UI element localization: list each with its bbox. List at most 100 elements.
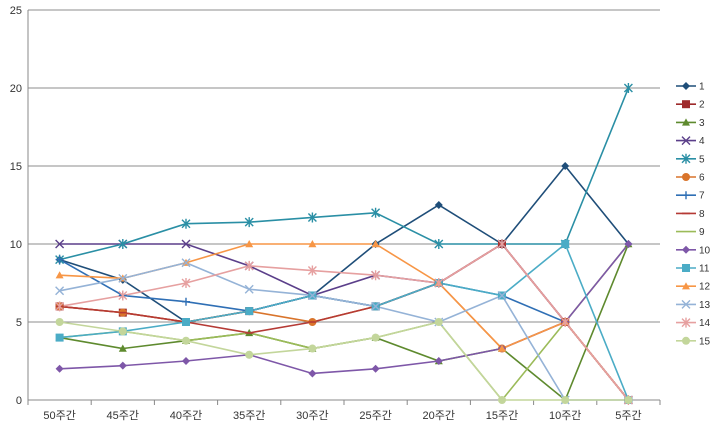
- data-point: [682, 191, 690, 200]
- data-point: [244, 284, 254, 294]
- legend-label: 14: [699, 318, 711, 329]
- legend-item-10: 10: [676, 245, 711, 256]
- data-point: [434, 201, 443, 209]
- data-point: [181, 258, 191, 268]
- data-point: [371, 270, 381, 281]
- data-point: [371, 207, 381, 218]
- legend-item-12: 12: [676, 282, 711, 293]
- legend-item-4: 4: [676, 136, 705, 147]
- data-point: [181, 278, 191, 288]
- data-point: [561, 240, 570, 248]
- data-point: [55, 318, 64, 326]
- data-point: [182, 297, 190, 306]
- data-point: [371, 364, 380, 373]
- data-point: [624, 396, 633, 404]
- data-point: [55, 333, 64, 342]
- series-line-1: [59, 164, 630, 323]
- data-point: [497, 290, 507, 300]
- data-point: [118, 344, 127, 352]
- x-tick-label: 20주간: [423, 409, 455, 422]
- data-point: [681, 317, 691, 328]
- data-point: [118, 327, 127, 336]
- legend-label: 11: [699, 264, 710, 275]
- data-point: [371, 301, 381, 311]
- data-point: [308, 344, 317, 353]
- x-tick-label: 45주간: [107, 409, 139, 422]
- data-point: [55, 286, 65, 296]
- legend-item-9: 9: [676, 227, 705, 238]
- legend-item-1: 1: [676, 82, 705, 93]
- gridlines: [28, 9, 660, 401]
- y-tick-label: 0: [16, 395, 22, 407]
- data-point: [118, 290, 128, 301]
- legend-item-2: 2: [676, 100, 705, 111]
- y-tick-label: 5: [16, 317, 22, 329]
- data-point: [560, 317, 570, 327]
- data-point: [434, 318, 443, 326]
- legend-label: 1: [699, 82, 705, 93]
- legend-item-3: 3: [676, 118, 705, 129]
- data-point: [371, 333, 380, 342]
- data-point: [623, 83, 633, 93]
- y-tick-label: 10: [10, 239, 22, 251]
- legend-label: 7: [699, 191, 705, 202]
- axes: 0 5 10 15 20 25 50주간 45주간 40주간 35주간 30주간 25주간 20주간 15…: [10, 5, 661, 422]
- legend-label: 15: [699, 336, 711, 347]
- data-point: [55, 271, 64, 279]
- series-markers: [55, 83, 633, 405]
- legend-item-13: 13: [676, 300, 711, 311]
- legend-label: 6: [699, 173, 705, 184]
- data-point: [498, 344, 506, 352]
- data-point: [498, 396, 506, 404]
- legend-label: 13: [699, 300, 711, 311]
- data-point: [55, 301, 65, 312]
- data-point: [682, 82, 690, 90]
- series-lines: [59, 87, 630, 402]
- data-point: [245, 240, 254, 248]
- x-tick-label: 30주간: [296, 409, 328, 422]
- data-point: [624, 240, 633, 248]
- data-point: [55, 255, 64, 264]
- legend-label: 12: [699, 282, 711, 293]
- data-point: [682, 100, 690, 109]
- data-point: [245, 350, 254, 359]
- x-tick-label: 50주간: [43, 409, 75, 422]
- legend-label: 4: [699, 136, 705, 147]
- data-point: [308, 369, 317, 378]
- legend-item-15: 15: [676, 336, 711, 347]
- x-tick-label: 10주간: [549, 409, 581, 422]
- data-point: [434, 239, 444, 249]
- data-point: [118, 361, 127, 370]
- data-point: [182, 357, 190, 365]
- legend-item-14: 14: [676, 317, 711, 329]
- data-point: [434, 357, 443, 365]
- data-point: [55, 364, 64, 373]
- data-point: [245, 307, 254, 316]
- data-point: [561, 396, 570, 404]
- data-point: [681, 299, 691, 309]
- data-point: [497, 239, 507, 249]
- x-tick-label: 35주간: [233, 409, 265, 422]
- series-line-14: [59, 242, 630, 401]
- data-point: [682, 118, 690, 126]
- x-tick-label: 15주간: [486, 409, 518, 422]
- data-point: [682, 282, 690, 290]
- data-point: [307, 290, 317, 300]
- series-line-10: [59, 243, 630, 375]
- data-point: [682, 173, 690, 181]
- data-point: [55, 239, 65, 249]
- legend-item-5: 5: [676, 153, 705, 165]
- data-point: [307, 265, 317, 276]
- series-line-13: [59, 261, 629, 401]
- data-point: [118, 239, 128, 249]
- y-tick-label: 20: [10, 83, 22, 95]
- data-point: [434, 278, 444, 288]
- data-point: [118, 273, 128, 283]
- legend-item-6: 6: [676, 173, 705, 184]
- data-point: [244, 260, 254, 271]
- data-point: [681, 136, 691, 146]
- data-point: [181, 239, 191, 249]
- data-point: [182, 336, 190, 345]
- y-tick-label: 15: [10, 161, 22, 173]
